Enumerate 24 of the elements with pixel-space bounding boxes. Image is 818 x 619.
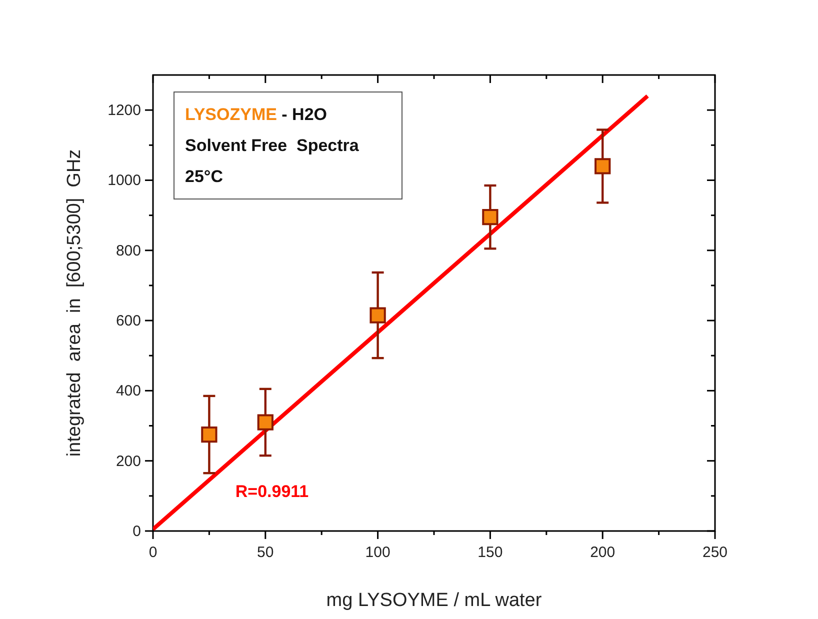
annotation: Solvent Free Spectra [185, 136, 360, 155]
x-tick-label: 100 [365, 544, 390, 561]
x-tick-label: 150 [478, 544, 503, 561]
y-tick-label: 400 [116, 382, 141, 400]
annotation: 25°C [185, 167, 223, 186]
x-tick-label: 200 [590, 544, 616, 561]
point [370, 307, 386, 324]
point [594, 158, 611, 174]
x-tick-label: 0 [148, 544, 158, 561]
y-axis-title: integrated area in [600;5300] GHz [64, 149, 85, 457]
x-axis-title: mg LYSOYME / mL water [326, 590, 542, 611]
point [482, 208, 498, 226]
x-tick-label: 50 [257, 544, 274, 561]
y-tick-label: 1200 [108, 102, 141, 120]
y-tick-label: 800 [116, 242, 141, 260]
annotation: R=0.9911 [235, 482, 309, 501]
y-tick-label: 0 [132, 523, 141, 540]
point [201, 426, 218, 443]
annotation: LYSOZYME - H2O [185, 105, 328, 124]
y-tick-label: 200 [116, 452, 141, 470]
x-tick-label: 250 [702, 544, 728, 561]
point [257, 414, 274, 430]
y-tick-label: 1000 [108, 172, 141, 190]
y-tick-label: 600 [116, 312, 141, 330]
